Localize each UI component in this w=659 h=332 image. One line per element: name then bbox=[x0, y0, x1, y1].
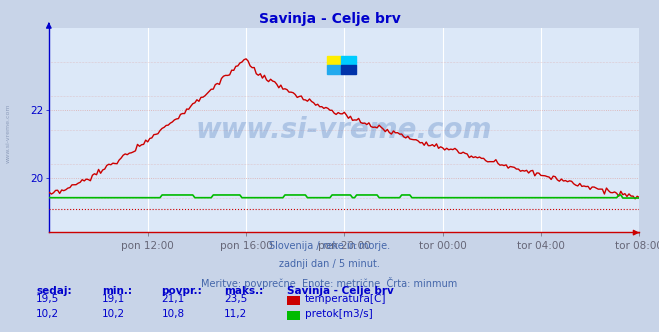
Text: Slovenija / reke in morje.: Slovenija / reke in morje. bbox=[269, 241, 390, 251]
Text: Savinja - Celje brv: Savinja - Celje brv bbox=[287, 286, 393, 296]
Text: 23,5: 23,5 bbox=[224, 294, 247, 304]
Text: www.si-vreme.com: www.si-vreme.com bbox=[196, 116, 492, 144]
Text: 10,2: 10,2 bbox=[102, 309, 125, 319]
Text: zadnji dan / 5 minut.: zadnji dan / 5 minut. bbox=[279, 259, 380, 269]
Text: 10,2: 10,2 bbox=[36, 309, 59, 319]
Text: 21,1: 21,1 bbox=[161, 294, 185, 304]
Bar bbox=[341, 56, 356, 65]
Text: povpr.:: povpr.: bbox=[161, 286, 202, 296]
Text: 10,8: 10,8 bbox=[161, 309, 185, 319]
Text: sedaj:: sedaj: bbox=[36, 286, 72, 296]
Text: maks.:: maks.: bbox=[224, 286, 264, 296]
Text: temperatura[C]: temperatura[C] bbox=[305, 294, 387, 304]
Bar bbox=[327, 65, 341, 74]
Text: www.si-vreme.com: www.si-vreme.com bbox=[5, 103, 11, 163]
Text: 19,5: 19,5 bbox=[36, 294, 59, 304]
Bar bbox=[327, 56, 341, 65]
Text: pretok[m3/s]: pretok[m3/s] bbox=[305, 309, 373, 319]
Bar bbox=[341, 65, 356, 74]
Text: Meritve: povprečne  Enote: metrične  Črta: minmum: Meritve: povprečne Enote: metrične Črta:… bbox=[202, 277, 457, 289]
Text: min.:: min.: bbox=[102, 286, 132, 296]
Text: 11,2: 11,2 bbox=[224, 309, 247, 319]
Text: Savinja - Celje brv: Savinja - Celje brv bbox=[258, 12, 401, 26]
Text: 19,1: 19,1 bbox=[102, 294, 125, 304]
